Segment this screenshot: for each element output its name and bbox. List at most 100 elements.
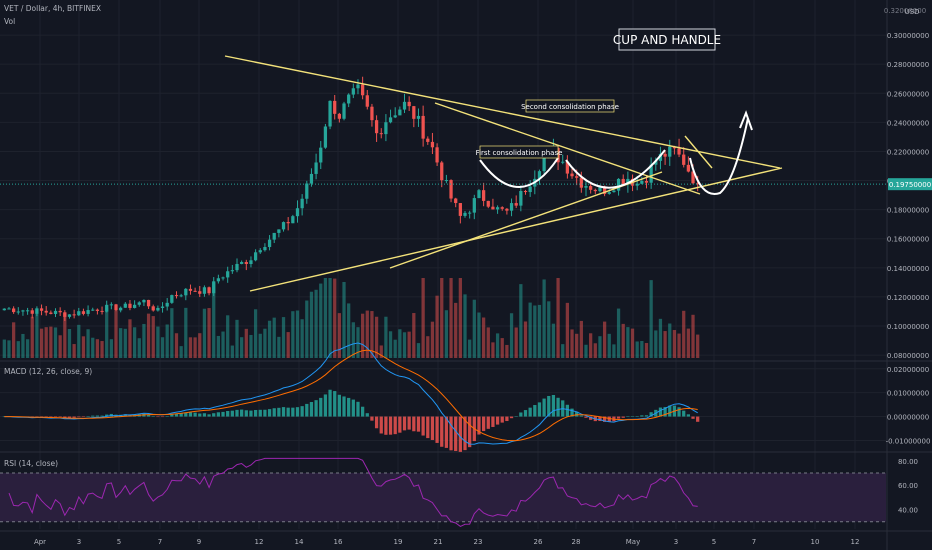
volume-bar [551,323,556,358]
first-phase-text: First consolidation phase [476,149,563,157]
macd-histogram-bar [509,416,514,419]
volume-bar [253,309,258,358]
macd-histogram-bar [249,410,253,417]
candle-body [486,200,490,207]
candle-body [523,190,528,193]
candle-body [635,183,639,186]
volume-bar [300,319,304,358]
volume-bar [123,328,127,358]
macd-histogram-bar [188,412,193,417]
volume-bar [221,331,225,358]
price-tick-label: 0.24000000 [887,119,929,127]
volume-bar [388,331,393,358]
cup-arc-1[interactable] [479,157,559,188]
breakout-path[interactable] [689,117,749,195]
rsi-label[interactable]: RSI (14, close) [4,459,58,468]
candle-body [640,180,644,184]
trendline-lower-long[interactable] [249,167,783,292]
volume-bar [226,315,230,358]
volume-bar [337,313,341,358]
candle-body [258,250,262,253]
volume-label[interactable]: Vol [4,17,15,26]
macd-histogram-bar [449,416,453,451]
macd-label[interactable]: MACD (12, 26, close, 9) [4,367,92,376]
volume-bar [184,307,188,358]
macd-histogram-bar [337,394,341,417]
volume-bar [570,329,574,358]
currency-label[interactable]: USD [905,8,920,16]
volume-bar [691,314,695,358]
candle-body [607,192,611,194]
symbol-title[interactable]: VET / Dollar, 4h, BITFINEX [4,4,101,13]
volume-bar [537,304,542,358]
time-axis[interactable]: Apr 3 5 7 9 12 14 16 19 21 23 26 28 May 3 5 7 10 12 [34,538,860,546]
volume-bars [2,278,700,358]
last-price-tag: 0.19750000 [888,178,932,191]
macd-histogram-bar [658,407,663,417]
candle-body [44,310,48,313]
candle-body [165,302,169,307]
candle-body [654,160,658,165]
trendline-upper-long[interactable] [224,55,781,169]
volume-bar [212,282,216,358]
candle-body [365,95,369,107]
volume-bar [72,344,76,358]
macd-histogram-bar [86,416,90,417]
candle-body [696,183,700,185]
macd-histogram-bar [365,413,369,417]
candle-body [21,310,25,312]
macd-tick-label: 0.02000000 [887,366,929,374]
second-phase-text: Second consolidation phase [521,103,619,111]
first-phase-annotation[interactable]: First consolidation phase [476,145,563,159]
cup-arc-2[interactable] [565,149,666,189]
volume-bar [291,311,295,358]
price-tick-label: 0.28000000 [887,61,929,69]
candle-body [230,270,234,272]
time-tick-label: 21 [434,538,443,546]
candle-body [505,208,509,211]
candle-body [53,310,58,314]
volume-bar [12,322,16,358]
trendline-first-upper[interactable] [434,102,701,195]
volume-bar [361,313,365,358]
macd-histogram-bar [281,407,286,417]
macd-histogram-bar [286,407,290,417]
volume-bar [132,327,137,358]
volume-bar [454,302,458,358]
title-annotation[interactable]: CUP AND HANDLE [613,28,721,51]
candle-body [593,189,597,192]
macd-axis[interactable]: 0.02000000 0.01000000 0.00000000 -0.0100000… [886,366,931,446]
trendline-first-lower[interactable] [389,171,663,269]
time-tick-label: 3 [77,538,81,546]
candle-body [170,295,174,303]
trendline-drawings[interactable] [224,55,783,292]
macd-histogram-bar [277,407,281,417]
candle-body [626,178,630,185]
candle-body [668,146,672,157]
volume-bar [481,317,486,358]
macd-histogram-bar [500,416,504,423]
rsi-axis[interactable]: 80.00 60.00 40.00 [898,458,918,515]
candle-body [226,271,230,278]
time-tick-label: 10 [811,538,820,546]
second-phase-annotation[interactable]: Second consolidation phase [521,99,619,113]
volume-bar [7,340,11,358]
volume-bar [458,278,462,358]
candle-body [25,310,30,312]
candle-body [193,290,197,292]
volume-bar [412,313,416,358]
volume-bar [86,329,90,358]
volume-bar [630,328,635,358]
candle-body [91,309,95,311]
volume-bar [663,331,667,358]
candle-body [342,103,346,119]
volume-bar [556,278,560,358]
macd-histogram-bar [537,402,542,417]
candle-body [644,180,649,183]
trendline-handle[interactable] [684,135,713,169]
candle-body [481,190,486,201]
rsi-line [8,457,698,527]
cup-drawings[interactable] [479,110,753,195]
volume-bar [402,332,407,358]
